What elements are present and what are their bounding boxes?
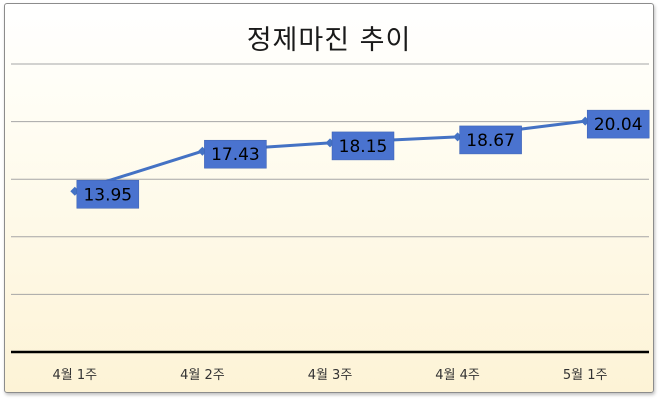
data-label: 18.15 [331,131,395,161]
gridlines [11,63,649,295]
data-label: 13.95 [76,180,140,209]
data-label-text: 20.04 [594,115,643,135]
chart-title: 정제마진 추이 [246,25,412,56]
x-tick-label: 4월 4주 [435,368,480,383]
data-label-box [459,125,522,155]
data-label-text: 18.67 [466,131,515,151]
data-label-box [331,131,395,161]
x-tick-label: 4월 3주 [308,368,353,383]
data-label-text: 13.95 [83,185,132,205]
data-labels: 13.95 17.43 18.15 18.67 20.04 [76,109,650,209]
data-label-box [76,180,140,209]
chart-frame: 정제마진 추이 4월 1주 4월 2주 4월 3주 4월 4주 5월 1주 13.95 1… [4,3,654,393]
data-label-box [586,109,650,139]
plot-area: 4월 1주 4월 2주 4월 3주 4월 4주 5월 1주 13.95 17.43 18.1… [11,63,650,383]
x-tick-labels: 4월 1주 4월 2주 4월 3주 4월 4주 5월 1주 [52,368,607,383]
data-label: 20.04 [586,109,650,139]
data-label-text: 17.43 [211,145,260,165]
data-label: 18.67 [459,125,522,155]
data-label: 17.43 [204,139,267,169]
x-tick-label: 5월 1주 [563,368,608,383]
data-label-text: 18.15 [339,137,388,157]
x-tick-label: 4월 2주 [180,368,225,383]
x-tick-label: 4월 1주 [52,368,97,383]
data-label-box [204,139,267,169]
